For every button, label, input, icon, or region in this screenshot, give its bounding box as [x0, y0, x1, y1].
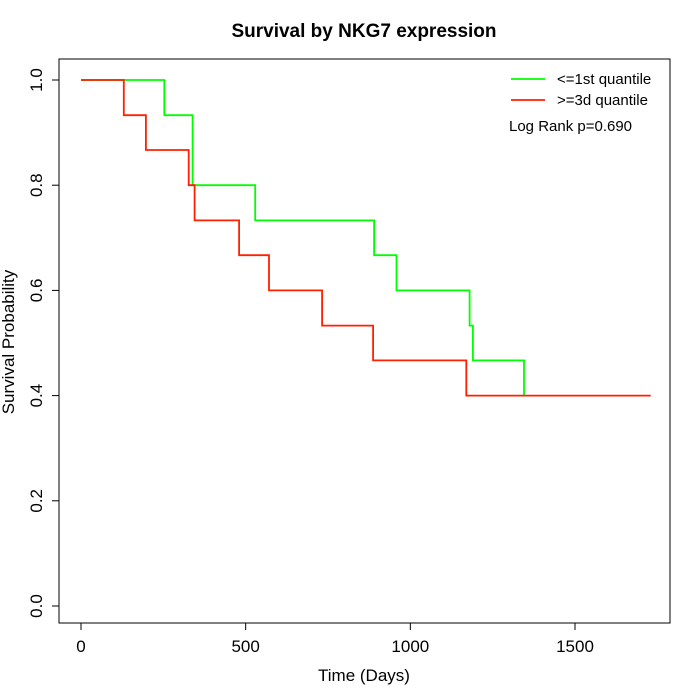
y-tick-label: 0.2	[27, 489, 46, 513]
log-rank-annotation: Log Rank p=0.690	[509, 118, 632, 135]
x-tick-label: 1500	[556, 637, 594, 656]
x-tick-label: 500	[231, 637, 259, 656]
legend-label-2: >=3d quantile	[557, 92, 648, 109]
y-tick-label: 1.0	[27, 68, 46, 92]
y-tick-label: 0.6	[27, 279, 46, 303]
legend: <=1st quantile >=3d quantile	[511, 71, 651, 109]
legend-label-1: <=1st quantile	[557, 71, 651, 88]
x-axis-label: Time (Days)	[318, 666, 410, 685]
y-axis: 0.0 0.2 0.4 0.6 0.8 1.0	[27, 68, 60, 618]
series-layer	[81, 79, 651, 397]
x-tick-label: 1000	[391, 637, 429, 656]
x-tick-label: 0	[76, 637, 85, 656]
y-axis-label: Survival Probability	[0, 269, 18, 414]
x-axis: 0 500 1000 1500	[76, 622, 594, 656]
y-tick-label: 0.0	[27, 594, 46, 618]
y-tick-label: 0.4	[27, 384, 46, 408]
chart-title: Survival by NKG7 expression	[231, 21, 496, 42]
series-line-2	[81, 79, 651, 397]
plot-frame	[58, 58, 671, 624]
series-line-1	[81, 79, 525, 396]
y-tick-label: 0.8	[27, 173, 46, 197]
